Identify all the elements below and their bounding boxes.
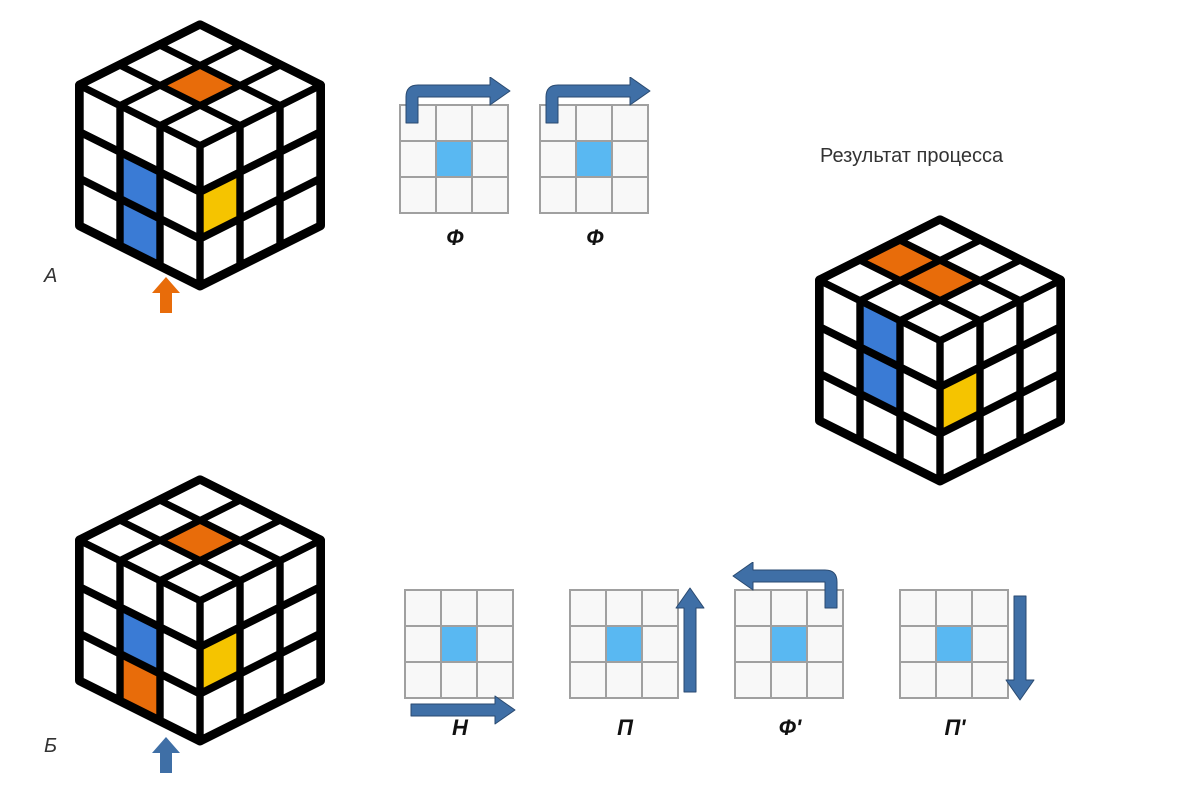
notation-b1: П [570,715,680,741]
notation-b2: Ф' [735,715,845,741]
notation-t0: Ф [400,225,510,251]
arrow-under-b [150,735,182,775]
grid-top-1 [512,77,676,241]
grid-bottom-2 [707,562,871,726]
grid-bottom-1 [542,562,706,726]
cube-b [70,470,330,751]
label-b: Б [44,735,57,758]
notation-t1: Ф [540,225,650,251]
label-a: А [44,265,57,288]
notation-b3: П' [900,715,1010,741]
grid-bottom-0 [377,562,541,726]
result-title: Результат процесса [820,145,1003,168]
arrow-under-a [150,275,182,315]
grid-bottom-3 [872,562,1036,726]
notation-b0: Н [405,715,515,741]
cube-a [70,15,330,296]
cube-result [810,210,1070,491]
